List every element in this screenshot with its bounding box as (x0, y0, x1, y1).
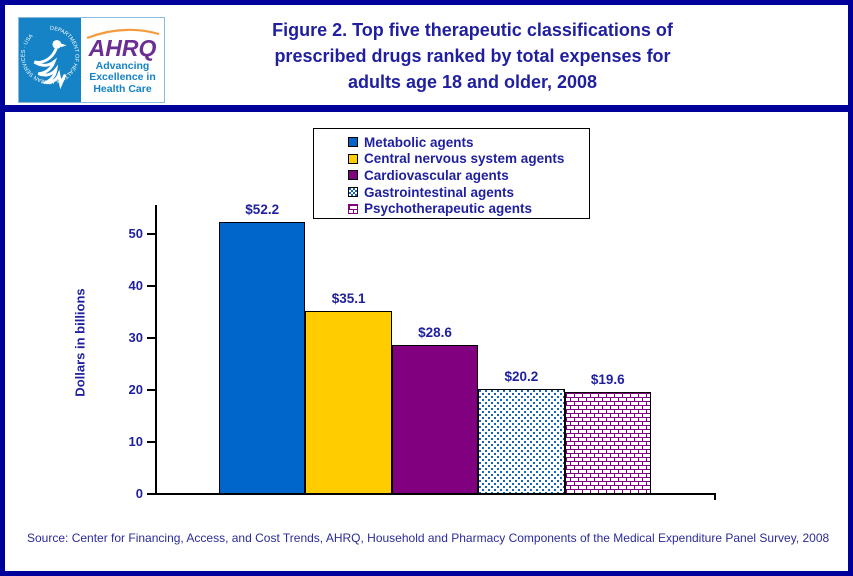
hhs-eagle-icon: DEPARTMENT OF HEALTH & HUMAN SERVICES · … (21, 26, 80, 90)
y-axis-title: Dollars in billions (72, 288, 88, 397)
legend-item-psychotherapeutic-agents: Psychotherapeutic agents (348, 200, 589, 217)
y-tick-label: 20 (128, 382, 143, 397)
ahrq-wordmark: AHRQ Advancing Excellence in Health Care (81, 18, 164, 102)
legend-label-cardiovascular-agents: Cardiovascular agents (364, 167, 509, 183)
title-line-2: prescribed drugs ranked by total expense… (274, 46, 671, 66)
legend-swatch-cardiovascular-agents (348, 170, 358, 181)
tagline-line-1: Advancing (95, 59, 150, 72)
y-tick-label: 30 (128, 330, 143, 345)
source-note: Source: Center for Financing, Access, an… (27, 531, 830, 545)
legend-item-central-nervous-system-agents: Central nervous system agents (348, 151, 589, 168)
legend-item-gastrointestinal-agents: Gastrointestinal agents (348, 184, 589, 201)
y-tick-label: 0 (135, 486, 143, 501)
title-line-3: adults age 18 and older, 2008 (347, 72, 598, 92)
svg-text:DEPARTMENT OF HEALTH & HUMAN S: DEPARTMENT OF HEALTH & HUMAN SERVICES · … (21, 26, 80, 85)
legend-label-psychotherapeutic-agents: Psychotherapeutic agents (364, 201, 533, 217)
y-tick-label: 40 (128, 278, 143, 293)
legend-label-gastrointestinal-agents: Gastrointestinal agents (364, 184, 515, 200)
ahrq-logo: DEPARTMENT OF HEALTH & HUMAN SERVICES · … (18, 17, 165, 103)
figure-title: Figure 2. Top five therapeutic classific… (175, 17, 770, 95)
y-axis-line (155, 205, 157, 494)
value-label-gastrointestinal-agents: $20.2 (504, 369, 539, 384)
y-tick-mark (147, 389, 155, 391)
y-tick-mark (147, 285, 155, 287)
bar-gastrointestinal-agents (478, 389, 565, 494)
tagline-line-2: Excellence in (89, 71, 156, 84)
legend-swatch-gastrointestinal-agents (348, 187, 358, 198)
y-tick-mark (147, 337, 155, 339)
bar-chart: Metabolic agents Central nervous system a… (5, 112, 848, 542)
bar-central-nervous-system-agents (305, 311, 392, 494)
legend-swatch-central-nervous-system-agents (348, 153, 358, 164)
x-axis-line (155, 493, 716, 495)
header-divider (5, 105, 848, 112)
value-label-cardiovascular-agents: $28.6 (418, 325, 452, 340)
legend-label-metabolic-agents: Metabolic agents (364, 134, 474, 150)
y-tick-mark (147, 493, 155, 495)
x-axis-end-tick (714, 495, 716, 500)
y-tick-label: 10 (128, 434, 143, 449)
arc-icon (86, 28, 160, 40)
legend-swatch-psychotherapeutic-agents (348, 203, 358, 214)
ahrq-acronym: AHRQ (88, 34, 157, 61)
chart-legend: Metabolic agents Central nervous system a… (313, 128, 590, 219)
y-tick-mark (147, 233, 155, 235)
hhs-seal: DEPARTMENT OF HEALTH & HUMAN SERVICES · … (19, 18, 81, 102)
y-tick-mark (147, 441, 155, 443)
value-label-central-nervous-system-agents: $35.1 (331, 291, 366, 306)
legend-item-cardiovascular-agents: Cardiovascular agents (348, 167, 589, 184)
title-line-1: Figure 2. Top five therapeutic classific… (272, 20, 673, 40)
value-label-metabolic-agents: $52.2 (245, 202, 280, 217)
legend-label-central-nervous-system-agents: Central nervous system agents (364, 151, 565, 167)
legend-item-metabolic-agents: Metabolic agents (348, 134, 589, 151)
bar-psychotherapeutic-agents (564, 392, 651, 494)
bar-cardiovascular-agents (391, 345, 479, 494)
tagline-line-3: Health Care (93, 82, 152, 95)
legend-swatch-metabolic-agents (348, 137, 358, 148)
bar-metabolic-agents (219, 222, 306, 494)
y-tick-label: 50 (128, 226, 143, 241)
ahrq-tagline: Advancing Excellence in Health Care (89, 59, 156, 96)
value-label-psychotherapeutic-agents: $19.6 (590, 372, 625, 387)
